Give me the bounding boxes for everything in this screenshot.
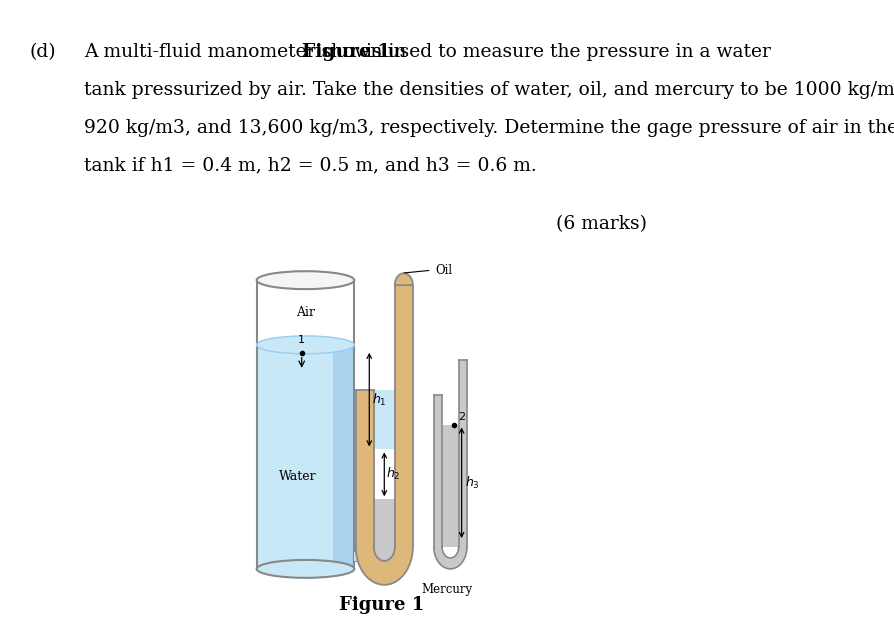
Bar — [257, 345, 354, 569]
Text: is used to measure the pressure in a water: is used to measure the pressure in a wat… — [360, 43, 771, 61]
Text: tank if h1 = 0.4 m, h2 = 0.5 m, and h3 = 0.6 m.: tank if h1 = 0.4 m, h2 = 0.5 m, and h3 =… — [84, 157, 536, 175]
Bar — [434, 394, 442, 547]
Bar — [394, 285, 412, 390]
Text: Mercury: Mercury — [420, 583, 472, 596]
Polygon shape — [394, 273, 412, 285]
Bar — [374, 499, 394, 547]
Text: 920 kg/m3, and 13,600 kg/m3, respectively. Determine the gage pressure of air in: 920 kg/m3, and 13,600 kg/m3, respectivel… — [84, 119, 894, 137]
Ellipse shape — [257, 336, 354, 354]
Bar — [374, 390, 394, 449]
Polygon shape — [374, 547, 394, 561]
Bar — [442, 394, 458, 547]
Text: $h_1$: $h_1$ — [372, 392, 386, 408]
Bar — [356, 390, 412, 547]
Text: (d): (d) — [30, 43, 56, 61]
Bar — [257, 280, 354, 569]
Polygon shape — [434, 547, 467, 569]
Text: tank pressurized by air. Take the densities of water, oil, and mercury to be 100: tank pressurized by air. Take the densit… — [84, 81, 894, 99]
Text: (6 marks): (6 marks) — [555, 215, 646, 234]
Text: $h_3$: $h_3$ — [464, 475, 479, 491]
Polygon shape — [374, 547, 394, 561]
Text: Water: Water — [279, 470, 316, 483]
Text: $h_2$: $h_2$ — [385, 467, 400, 482]
Polygon shape — [442, 547, 458, 558]
Ellipse shape — [257, 271, 354, 289]
Bar — [442, 425, 458, 547]
Ellipse shape — [257, 560, 354, 578]
Bar — [374, 390, 394, 547]
Bar — [458, 360, 467, 547]
Text: Figure 1: Figure 1 — [339, 596, 424, 613]
Bar — [333, 345, 354, 569]
Text: Figure 1: Figure 1 — [301, 43, 390, 61]
Text: 1: 1 — [298, 335, 305, 345]
Bar — [442, 425, 458, 547]
Text: Oil: Oil — [434, 264, 452, 277]
Polygon shape — [356, 547, 412, 585]
Polygon shape — [434, 547, 467, 569]
Text: Air: Air — [296, 306, 315, 319]
Text: A multi-fluid manometer shown in: A multi-fluid manometer shown in — [84, 43, 412, 61]
Bar — [352, 551, 369, 561]
Text: 2: 2 — [458, 411, 465, 422]
